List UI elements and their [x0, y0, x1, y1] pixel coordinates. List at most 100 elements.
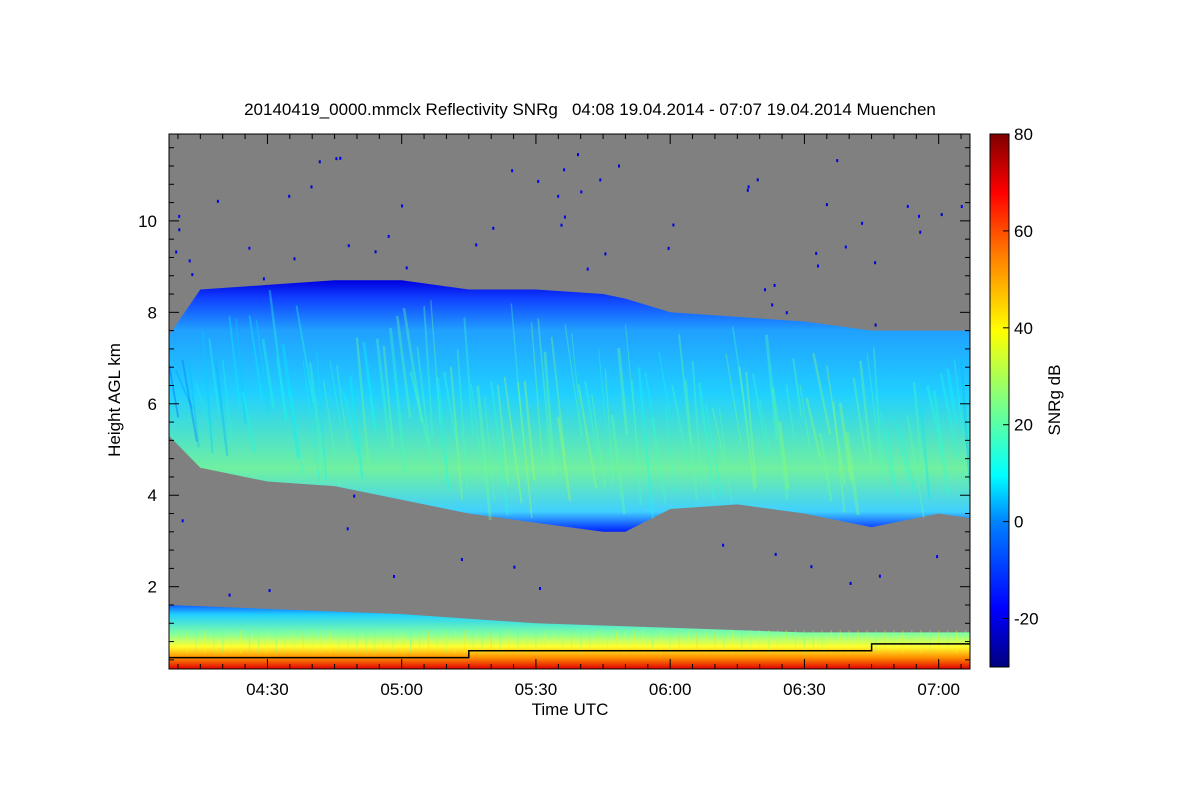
boundary-layer-shape — [169, 605, 970, 669]
fall-streak — [711, 407, 726, 466]
fall-streak — [651, 417, 667, 504]
noise-speckle — [580, 190, 583, 194]
fall-streak — [308, 362, 327, 481]
noise-speckle — [393, 575, 395, 578]
fall-streak — [248, 315, 263, 399]
fall-streak — [893, 415, 910, 482]
fall-streak — [476, 385, 492, 521]
x-tick-label: 05:30 — [515, 680, 558, 699]
noise-speckle — [475, 243, 478, 247]
fall-streak — [738, 366, 756, 492]
noise-speckle — [191, 273, 194, 277]
noise-speckle — [560, 223, 563, 227]
noise-speckle — [874, 261, 877, 265]
fall-streak — [584, 380, 599, 458]
fall-streak — [906, 415, 925, 519]
fall-streak — [436, 377, 451, 491]
fall-streak — [759, 399, 774, 464]
fall-streak — [577, 384, 598, 489]
fall-streak — [919, 405, 931, 499]
fall-streak — [764, 334, 779, 439]
fall-streak — [778, 421, 790, 490]
noise-speckle — [906, 204, 909, 208]
fall-streak — [946, 368, 959, 425]
fall-streak — [886, 427, 898, 498]
noise-speckle — [849, 581, 852, 585]
fall-streak — [705, 404, 723, 497]
colorbar-gradient — [989, 133, 1010, 668]
noise-speckle — [771, 303, 774, 307]
noise-speckle — [861, 221, 864, 225]
fall-streak — [872, 347, 884, 485]
noise-speckle — [353, 494, 356, 498]
colorbar-label: SNRg dB — [1045, 365, 1064, 436]
noise-speckle — [960, 205, 963, 208]
y-tick-label: 4 — [148, 486, 157, 505]
fall-streak — [792, 358, 803, 418]
noise-speckle — [262, 277, 265, 281]
fall-streak — [684, 380, 698, 500]
fall-streak — [812, 353, 832, 435]
colorbar-tick-label: -20 — [1014, 610, 1039, 629]
noise-speckle — [557, 194, 560, 198]
fall-streak — [610, 414, 626, 515]
fall-streak — [322, 379, 341, 486]
fall-streak — [926, 385, 945, 457]
fall-streak — [281, 344, 300, 459]
noise-speckle — [178, 214, 181, 218]
fall-streak — [449, 366, 464, 500]
fall-streak — [678, 334, 692, 446]
noise-speckle — [405, 266, 408, 270]
noise-speckle — [672, 223, 675, 227]
fall-streak — [658, 350, 672, 421]
fall-streak — [375, 338, 391, 441]
fall-streak — [496, 384, 510, 486]
fall-streak — [543, 351, 556, 476]
fall-streak — [255, 319, 270, 413]
fall-streak — [214, 360, 229, 456]
fall-streak — [503, 376, 523, 504]
fall-streak — [959, 358, 970, 484]
noise-speckle — [511, 169, 514, 173]
noise-speckle — [181, 519, 184, 523]
fall-streak — [939, 372, 959, 458]
fall-streak — [752, 373, 769, 457]
fall-streak — [799, 384, 812, 452]
fall-streak — [845, 431, 860, 516]
fall-streak — [456, 349, 469, 491]
fall-streak — [362, 341, 377, 429]
fall-streak — [268, 289, 288, 423]
fall-streak — [430, 300, 441, 426]
noise-speckle — [918, 214, 920, 218]
fall-streak — [510, 303, 525, 447]
fall-streak — [275, 358, 289, 420]
fall-streak — [295, 305, 315, 403]
y-tick-label: 6 — [148, 395, 157, 414]
fall-streak — [517, 382, 533, 519]
fall-streak — [718, 408, 733, 504]
fall-streak — [402, 307, 424, 423]
noise-speckle — [764, 288, 766, 292]
fall-streak — [852, 377, 867, 453]
fall-streak — [423, 306, 434, 437]
fall-streak — [409, 371, 430, 445]
fall-streak — [463, 317, 475, 436]
fall-streak — [348, 376, 364, 480]
noise-speckle — [293, 257, 296, 261]
noise-speckle — [940, 213, 943, 217]
x-tick-label: 04:30 — [246, 680, 289, 699]
fall-streak — [698, 382, 716, 501]
noise-speckle — [874, 323, 877, 327]
noise-speckle — [817, 264, 819, 268]
y-axis: 2 4 6 8 10 — [138, 147, 970, 661]
fall-streak — [953, 359, 964, 435]
x-tick-label: 05:00 — [380, 680, 423, 699]
fall-streak — [228, 315, 241, 407]
noise-speckle — [460, 558, 463, 561]
cloud-layer-echo — [169, 280, 970, 532]
fall-streak — [201, 330, 214, 453]
fall-streak — [443, 372, 458, 443]
fall-streak — [470, 383, 485, 487]
colorbar-ticks: -20 0 20 40 60 80 — [1003, 125, 1039, 629]
